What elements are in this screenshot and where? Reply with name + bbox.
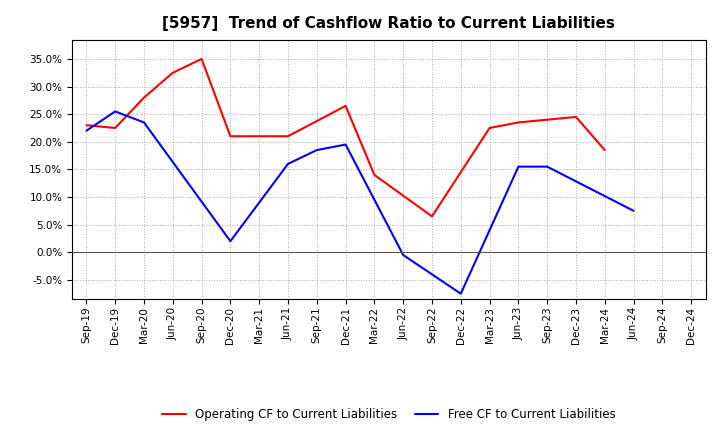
Free CF to Current Liabilities — [226, 238, 235, 244]
Free CF to Current Liabilities — [284, 161, 292, 166]
Free CF to Current Liabilities — [111, 109, 120, 114]
Free CF to Current Liabilities — [543, 164, 552, 169]
Operating CF to Current Liabilities — [600, 147, 609, 153]
Free CF to Current Liabilities — [456, 291, 465, 296]
Operating CF to Current Liabilities — [111, 125, 120, 131]
Free CF to Current Liabilities — [82, 128, 91, 133]
Operating CF to Current Liabilities — [370, 172, 379, 178]
Free CF to Current Liabilities — [629, 208, 638, 213]
Operating CF to Current Liabilities — [226, 134, 235, 139]
Operating CF to Current Liabilities — [255, 134, 264, 139]
Line: Free CF to Current Liabilities: Free CF to Current Liabilities — [86, 111, 634, 293]
Operating CF to Current Liabilities — [168, 70, 177, 75]
Line: Operating CF to Current Liabilities: Operating CF to Current Liabilities — [86, 59, 605, 216]
Operating CF to Current Liabilities — [341, 103, 350, 109]
Free CF to Current Liabilities — [514, 164, 523, 169]
Legend: Operating CF to Current Liabilities, Free CF to Current Liabilities: Operating CF to Current Liabilities, Fre… — [157, 404, 621, 426]
Free CF to Current Liabilities — [140, 120, 148, 125]
Operating CF to Current Liabilities — [140, 95, 148, 100]
Operating CF to Current Liabilities — [428, 214, 436, 219]
Title: [5957]  Trend of Cashflow Ratio to Current Liabilities: [5957] Trend of Cashflow Ratio to Curren… — [163, 16, 615, 32]
Operating CF to Current Liabilities — [284, 134, 292, 139]
Operating CF to Current Liabilities — [514, 120, 523, 125]
Free CF to Current Liabilities — [399, 253, 408, 258]
Free CF to Current Liabilities — [341, 142, 350, 147]
Operating CF to Current Liabilities — [572, 114, 580, 120]
Operating CF to Current Liabilities — [197, 56, 206, 62]
Free CF to Current Liabilities — [312, 147, 321, 153]
Operating CF to Current Liabilities — [82, 123, 91, 128]
Operating CF to Current Liabilities — [485, 125, 494, 131]
